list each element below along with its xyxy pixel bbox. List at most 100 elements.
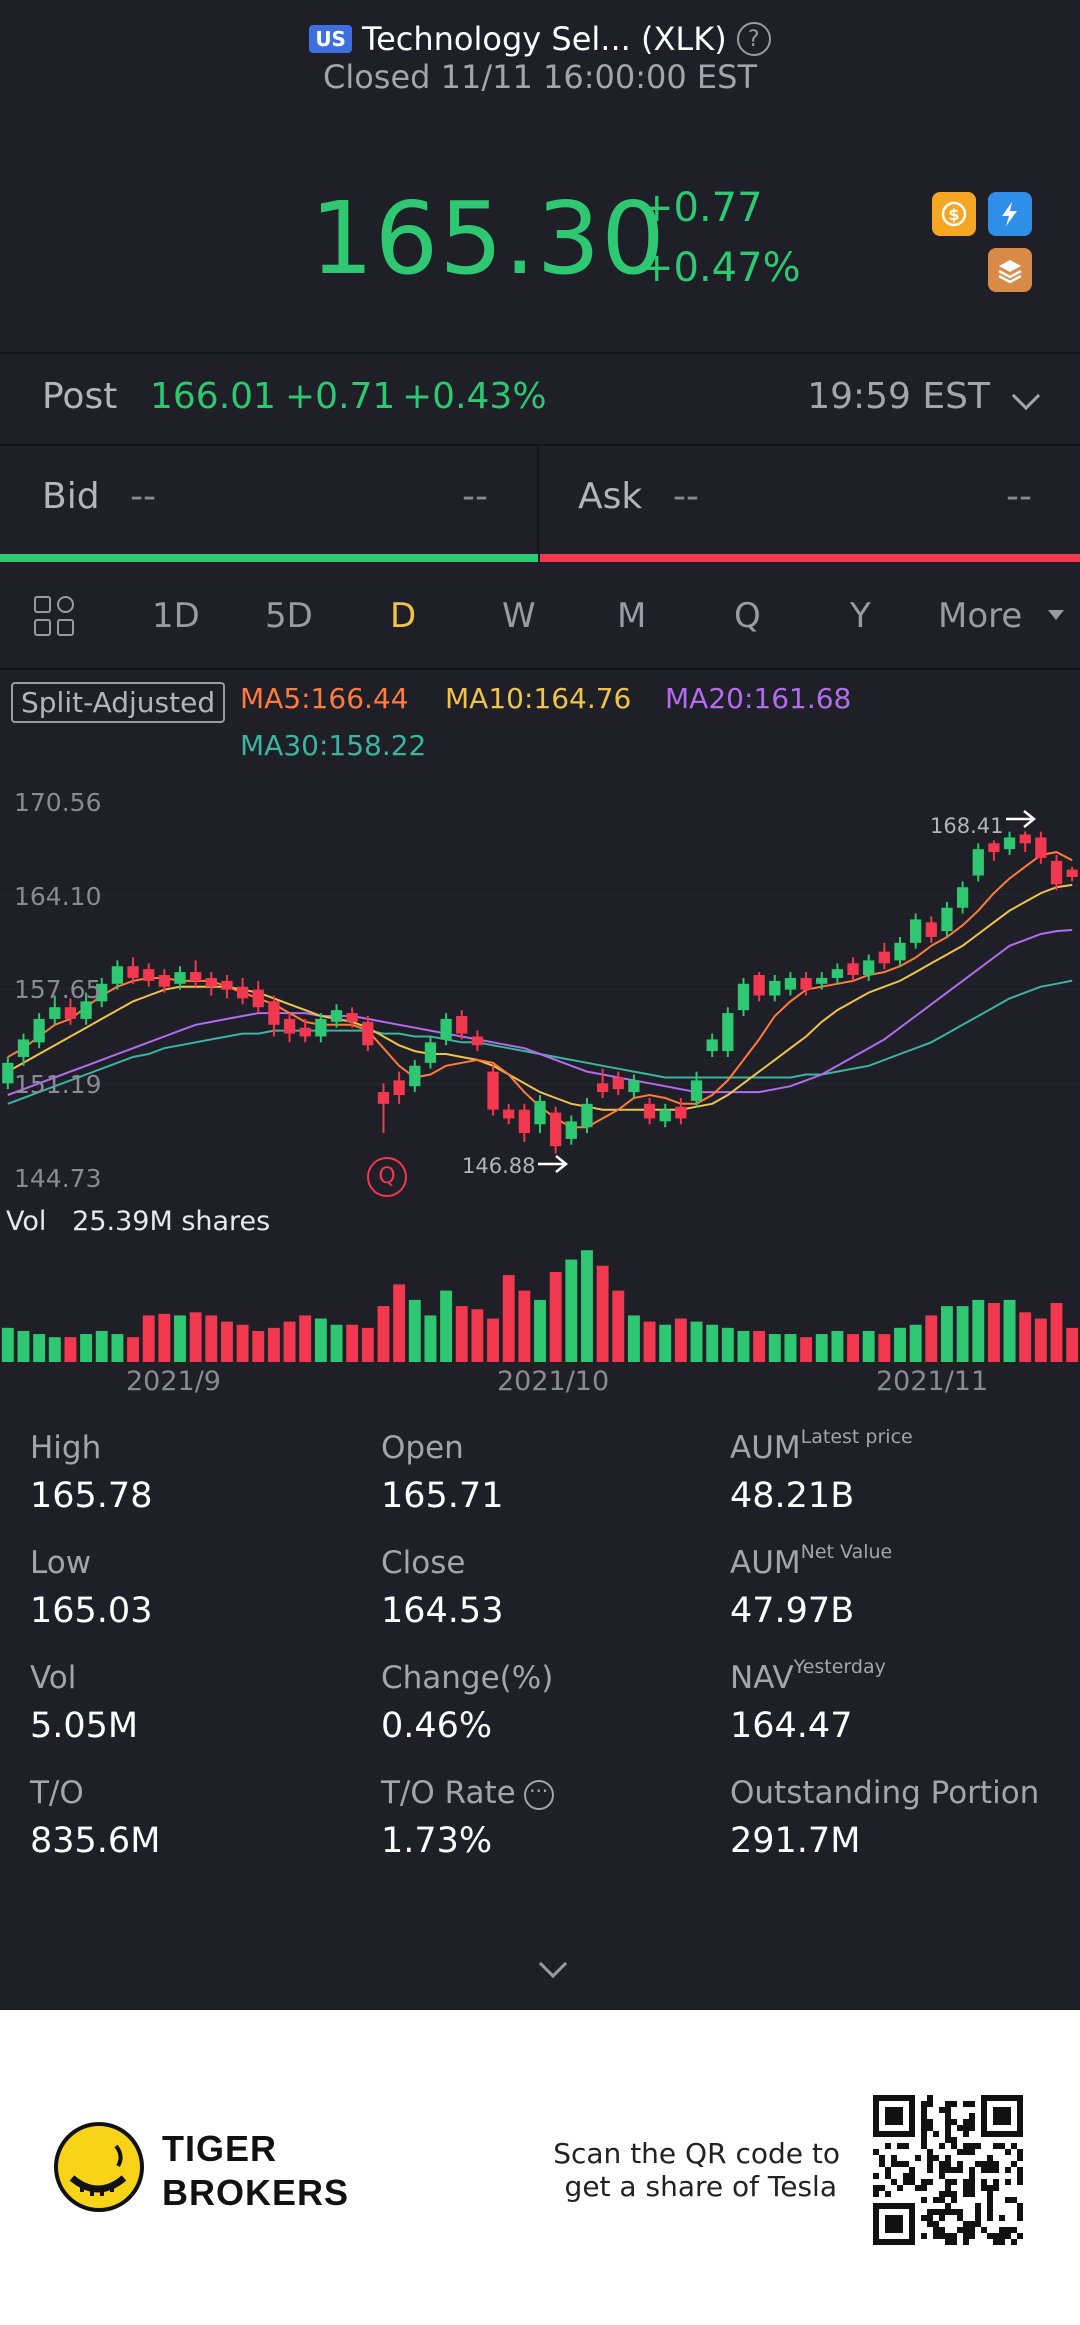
tab-d[interactable]: D xyxy=(390,596,417,636)
ma5-legend: MA5:166.44 xyxy=(240,682,409,715)
chevron-down-icon[interactable] xyxy=(538,1949,568,1979)
volume-bar xyxy=(1019,1312,1032,1362)
post-change: +0.71 xyxy=(285,376,396,417)
volume-bar xyxy=(784,1334,797,1362)
volume-bar xyxy=(377,1306,390,1362)
volume-bar xyxy=(518,1290,531,1362)
help-icon[interactable]: ? xyxy=(736,22,771,56)
candle-body xyxy=(252,989,264,1008)
volume-bar xyxy=(221,1321,233,1362)
stat-value: 47.97B xyxy=(730,1591,855,1631)
stat-label: Low xyxy=(30,1545,92,1581)
volume-bar xyxy=(95,1330,108,1362)
ma30-line xyxy=(7,979,1073,1105)
candle-body xyxy=(769,980,781,996)
candle-body xyxy=(784,977,797,990)
candle-body xyxy=(487,1071,499,1110)
tab-q[interactable]: Q xyxy=(734,596,761,636)
divider xyxy=(0,352,1080,354)
volume-bar xyxy=(737,1330,750,1362)
stat-value: 1.73% xyxy=(381,1821,493,1861)
volume-bar xyxy=(283,1321,296,1362)
candle-body xyxy=(534,1100,546,1125)
price-change: +0.77 xyxy=(640,185,763,231)
volume-bar xyxy=(440,1290,453,1362)
volume-bar xyxy=(674,1318,687,1362)
more-info-icon[interactable]: ··· xyxy=(523,1779,554,1810)
volume-bar xyxy=(48,1337,61,1362)
candlestick-chart[interactable] xyxy=(0,780,1080,1240)
market-badge: US xyxy=(309,25,352,53)
stat-label: High xyxy=(30,1430,102,1466)
candle-body xyxy=(628,1080,640,1093)
post-time: 19:59 EST xyxy=(807,376,990,417)
volume-bar xyxy=(111,1334,124,1362)
page-title[interactable]: Technology Sel... (XLK) xyxy=(361,20,727,58)
tab-1d[interactable]: 1D xyxy=(152,596,200,636)
stack-icon[interactable] xyxy=(988,248,1032,292)
high-marker: 168.41 xyxy=(930,814,1004,838)
volume-bar xyxy=(909,1324,922,1362)
volume-bar xyxy=(534,1299,546,1362)
x-axis-label: 2021/9 xyxy=(126,1366,221,1397)
divider xyxy=(0,668,1080,670)
candle-body xyxy=(1019,834,1031,844)
candle-body xyxy=(643,1103,656,1119)
candle-body xyxy=(174,972,186,984)
tab-y[interactable]: Y xyxy=(850,596,871,636)
caret-down-icon[interactable] xyxy=(1048,610,1064,620)
tab-more[interactable]: More xyxy=(938,596,1023,636)
layout-grid-icon[interactable] xyxy=(34,596,76,638)
bid-ratio-bar xyxy=(0,554,538,562)
tab-5d[interactable]: 5D xyxy=(265,596,313,636)
volume-bar xyxy=(361,1327,374,1362)
candle-body xyxy=(1035,837,1047,858)
candle-body xyxy=(205,977,217,987)
volume-bar xyxy=(424,1315,437,1362)
lightning-icon[interactable] xyxy=(988,192,1032,236)
volume-bar xyxy=(236,1324,249,1362)
candle-body xyxy=(268,1001,280,1025)
y-axis-label: 144.73 xyxy=(14,1164,102,1193)
candle-body xyxy=(800,977,812,990)
promo-footer: TIGER BROKERS Scan the QR code to get a … xyxy=(0,2010,1080,2325)
volume-value: 25.39M shares xyxy=(72,1206,271,1237)
ma10-legend: MA10:164.76 xyxy=(445,682,632,715)
tab-m[interactable]: M xyxy=(617,596,647,636)
low-marker: 146.88 xyxy=(462,1154,536,1178)
dollar-icon[interactable]: $ xyxy=(932,192,976,236)
volume-bar xyxy=(252,1330,265,1362)
volume-bar xyxy=(565,1259,578,1362)
bid-ask-panel: Bid -- -- Ask -- -- xyxy=(0,446,1080,554)
candle-body xyxy=(956,887,969,908)
volume-bar xyxy=(1003,1299,1016,1362)
candle-body xyxy=(550,1112,562,1147)
volume-bar xyxy=(549,1271,562,1362)
ask-price: -- xyxy=(673,476,699,517)
candle-body xyxy=(221,980,233,990)
stat-label: AUMNet Value xyxy=(730,1541,893,1581)
stat-value: 165.71 xyxy=(381,1476,504,1516)
volume-chart xyxy=(1,1250,1079,1362)
volume-bar xyxy=(142,1315,155,1362)
candle-body xyxy=(377,1092,390,1104)
candle-body xyxy=(330,1010,343,1022)
volume-bar xyxy=(596,1265,609,1362)
candle-body xyxy=(518,1109,530,1134)
volume-bar xyxy=(659,1324,672,1362)
chevron-down-icon[interactable] xyxy=(1011,381,1041,411)
candle-body xyxy=(49,1007,61,1019)
volume-bar xyxy=(706,1324,719,1362)
stat-label: Outstanding Portion xyxy=(730,1775,1040,1811)
stat-label: Change(%) xyxy=(381,1660,554,1696)
tab-w[interactable]: W xyxy=(502,596,536,636)
volume-bar xyxy=(987,1303,1000,1362)
y-axis-label: 170.56 xyxy=(14,788,102,817)
post-market-row[interactable]: Post 166.01 +0.71 +0.43% 19:59 EST xyxy=(0,356,1080,444)
split-adjusted-toggle[interactable]: Split-Adjusted xyxy=(11,682,226,723)
stat-value: 165.78 xyxy=(30,1476,153,1516)
post-price: 166.01 xyxy=(150,376,276,417)
earnings-event-marker[interactable]: Q xyxy=(367,1157,407,1197)
candle-body xyxy=(96,983,108,1002)
volume-bar xyxy=(878,1334,891,1362)
